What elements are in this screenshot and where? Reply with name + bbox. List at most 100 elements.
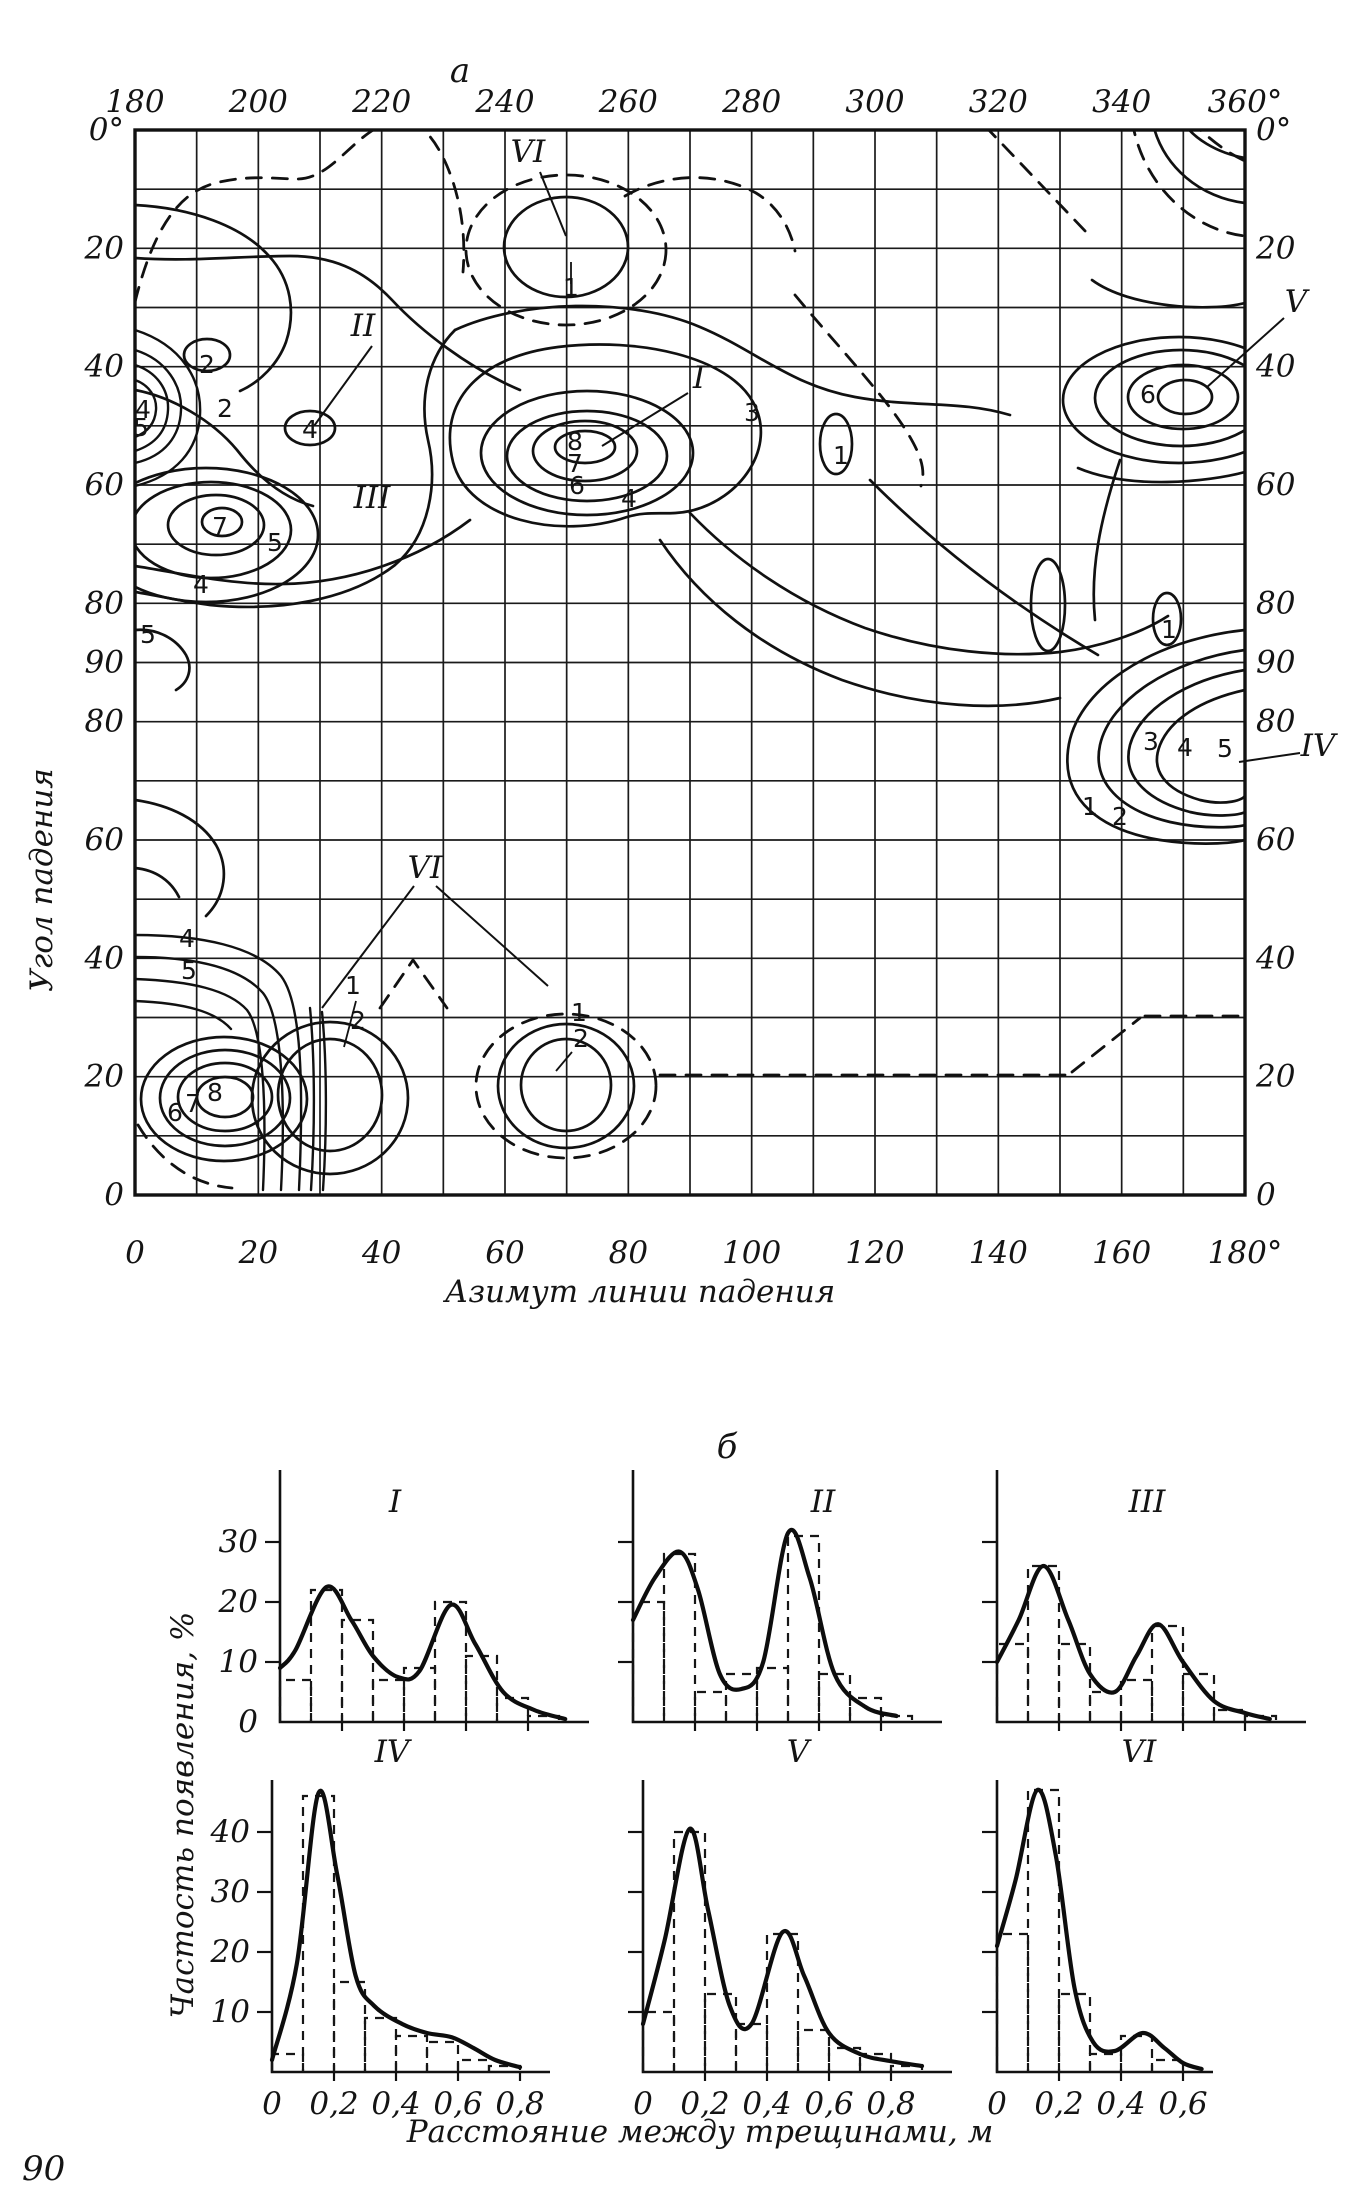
hist-bar (1088, 2052, 1123, 2072)
hist-curve (277, 1584, 568, 1722)
panel-a-label: а (450, 51, 470, 91)
hist-curve (269, 1788, 523, 2070)
contour-value-label: 4 (193, 570, 209, 599)
system-leader (539, 171, 567, 237)
map-top-tick: 260 (598, 84, 658, 120)
hist-bar (1119, 2034, 1154, 2072)
system-leader (321, 885, 415, 1009)
map-right-tick: 40 (1255, 349, 1295, 385)
map-right-tick: 60 (1256, 822, 1295, 858)
contour-label-pointer (343, 1000, 357, 1048)
contour-value-label: 8 (567, 427, 583, 456)
y-tick-label: 40 (210, 1814, 250, 1850)
hist-bar (1057, 1992, 1092, 2072)
page-number: 90 (22, 2149, 65, 2189)
contour-value-label: 1 (571, 998, 587, 1027)
hist-bar (464, 1654, 499, 1722)
system-leader (313, 345, 373, 427)
map-left-tick: 80 (85, 585, 124, 621)
contour-value-label: 2 (199, 350, 215, 379)
hist-bar (724, 1672, 759, 1722)
hist-bar (1181, 1672, 1216, 1722)
y-tick-label: 0 (238, 1704, 258, 1740)
hist-bar (309, 1588, 344, 1722)
hist-bar (1057, 1642, 1092, 1722)
hist-curve (630, 1527, 899, 1719)
map-left-tick: 60 (85, 822, 124, 858)
hist-curve (640, 1826, 925, 2069)
map-left-tick: 40 (84, 940, 124, 976)
histogram-III: III (982, 1470, 1306, 1731)
y-tick-label: 30 (219, 1524, 258, 1560)
contour-value-label: 7 (567, 449, 583, 478)
map-left-tick: 0° (89, 112, 124, 148)
system-leader (1238, 752, 1301, 763)
hist-bar (817, 1672, 852, 1722)
hist-title-II: II (810, 1484, 836, 1520)
hist-bar (848, 1696, 883, 1722)
map-top-tick: 300 (845, 84, 904, 120)
hist-bar (693, 1690, 728, 1722)
contour-value-label: 2 (1112, 802, 1128, 831)
map-left-tick: 90 (85, 645, 124, 681)
contour-value-label: 3 (744, 398, 760, 427)
hist-bar (363, 2016, 398, 2072)
map-top-tick: 360° (1208, 84, 1283, 120)
map-top-tick: 240 (474, 84, 534, 120)
system-leader (601, 392, 689, 447)
map-bottom-tick: 20 (238, 1235, 278, 1271)
contour-label-pointer (555, 1051, 573, 1072)
map-bottom-tick: 180° (1208, 1235, 1283, 1271)
contour-map-grid: 180 200 220 240 260 280 300 320 340 360°0 20 40 60 80… (84, 84, 1296, 1271)
map-left-tick: 60 (85, 467, 124, 503)
hist-bar (402, 1666, 437, 1722)
contour-lines (135, 130, 1245, 1192)
map-right-tick: 20 (1255, 1059, 1295, 1095)
map-right-tick: 60 (1256, 467, 1295, 503)
map-y-axis-label: Угол падения (24, 768, 60, 992)
map-bottom-tick: 160 (1092, 1235, 1151, 1271)
map-left-tick: 40 (84, 349, 124, 385)
x-tick-label: 0,6 (1158, 2086, 1207, 2122)
system-label-V: V (1285, 284, 1311, 320)
hist-curve (994, 1787, 1204, 2072)
hist-bar (371, 1678, 406, 1722)
hist-bar (1119, 1678, 1154, 1722)
contour-value-label: 7 (212, 512, 228, 541)
contour-value-label: 6 (1140, 380, 1156, 409)
map-top-tick: 340 (1092, 84, 1151, 120)
hist-axes (995, 1780, 1213, 2074)
contour-value-label: 1 (563, 273, 579, 302)
x-tick-label: 0,6 (433, 2086, 482, 2122)
y-tick-label: 30 (211, 1874, 250, 1910)
hist-title-VI: VI (1122, 1734, 1157, 1770)
contour-value-label: 5 (267, 528, 283, 557)
map-bottom-tick: 120 (845, 1235, 904, 1271)
contour-value-label: 5 (181, 956, 197, 985)
y-tick-label: 10 (219, 1644, 258, 1680)
map-right-tick: 80 (1256, 704, 1295, 740)
hist-y-axis-label: Частость появления, % (165, 1612, 201, 2019)
contour-value-label: 2 (217, 394, 233, 423)
hist-bar (332, 1980, 367, 2072)
map-bottom-tick: 140 (969, 1235, 1028, 1271)
hist-bar (755, 1666, 790, 1722)
hist-bar (394, 2034, 429, 2072)
hist-bar (889, 2064, 924, 2072)
system-label-VI: VI (511, 134, 546, 170)
hist-bar (858, 2052, 893, 2072)
map-top-tick: 280 (721, 84, 781, 120)
map-x-axis-label: Азимут линии падения (443, 1274, 836, 1310)
hist-x-axis-label: Расстояние между трещинами, м (406, 2114, 994, 2150)
contour-value-label: 5 (133, 413, 149, 442)
x-tick-label: 0 (262, 2086, 282, 2122)
system-leader (1205, 317, 1285, 389)
map-bottom-tick: 0 (125, 1235, 145, 1271)
hist-bar (1150, 1624, 1185, 1722)
contour-value-label: 8 (207, 1078, 223, 1107)
hist-bar (456, 2058, 491, 2072)
hist-bar (1088, 1690, 1123, 1722)
contour-value-label: 1 (1082, 792, 1098, 821)
map-left-tick: 20 (84, 1059, 124, 1095)
